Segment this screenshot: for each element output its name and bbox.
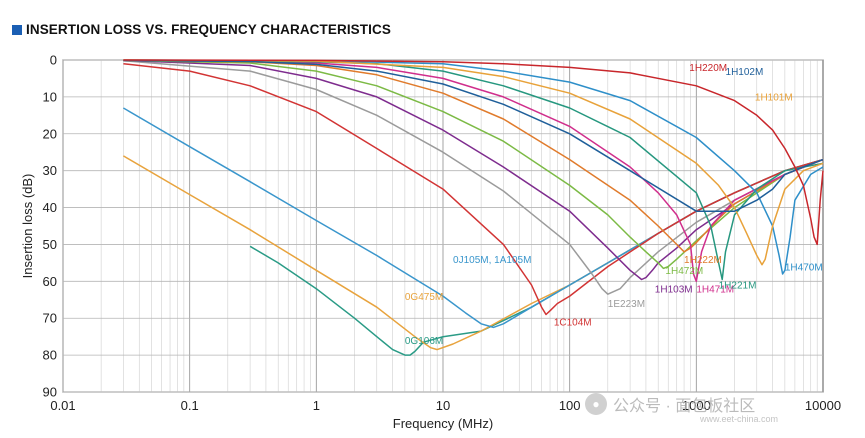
x-tick-label: 1	[313, 398, 320, 413]
series-label: 1H471M	[696, 284, 734, 295]
series-line-1h103m	[123, 59, 824, 281]
x-tick-label: 10000	[805, 398, 841, 413]
series-labels: 0G106M 0G475M 0J105M, 1A105M 1C104M 1E223M 1H…	[405, 63, 823, 347]
x-tick-label: 0.1	[181, 398, 199, 413]
series-label: 1H221M	[719, 281, 757, 292]
y-tick-label: 60	[43, 274, 57, 289]
y-tick-label: 50	[43, 237, 57, 252]
y-tick-label: 20	[43, 126, 57, 141]
series-label: 1H220M	[689, 63, 727, 74]
series-line-1h220m	[123, 59, 824, 246]
series-line-1e223m	[123, 59, 824, 295]
title-square-icon	[12, 24, 22, 35]
series-label: 1H222M	[684, 255, 722, 266]
y-tick-label: 0	[50, 53, 57, 68]
x-axis-label: Frequency (MHz)	[393, 416, 493, 431]
x-tick-label: 10	[436, 398, 450, 413]
series-line-1h470m	[123, 59, 824, 275]
series-line-1h102m	[123, 59, 824, 212]
series-line-1h221m	[123, 59, 824, 281]
series-label: 0G475M	[405, 292, 443, 303]
y-tick-label: 90	[43, 385, 57, 400]
series-label: 0G106M	[405, 336, 443, 347]
chart-title: INSERTION LOSS VS. FREQUENCY CHARACTERIS…	[12, 22, 391, 37]
y-tick-label: 70	[43, 311, 57, 326]
x-tick-label: 100	[559, 398, 581, 413]
watermark-url: www.eet-china.com	[700, 414, 779, 424]
series-label: 1H101M	[755, 93, 793, 104]
y-axis-label: Insertion loss (dB)	[20, 174, 35, 279]
series-line-1h222m	[123, 59, 824, 253]
series-group	[123, 59, 824, 356]
y-tick-label: 10	[43, 89, 57, 104]
series-label: 1C104M	[554, 318, 592, 329]
y-tick-label: 80	[43, 348, 57, 363]
series-line-1h471m	[123, 59, 824, 283]
y-tick-label: 30	[43, 163, 57, 178]
wechat-icon: ●	[585, 393, 607, 415]
watermark-text: 公众号 · 面包板社区	[613, 398, 756, 415]
series-label: 1H470M	[785, 262, 823, 273]
series-label: 0J105M, 1A105M	[453, 255, 531, 266]
x-tick-label: 1000	[682, 398, 711, 413]
y-tick-label: 40	[43, 200, 57, 215]
tick-labels: 0.01 0.1 1 10 100 1000 10000 0 10 20 30 40 50 60 70 80 9…	[43, 53, 842, 414]
series-label: 1H472M	[665, 266, 703, 277]
chart-title-text: INSERTION LOSS VS. FREQUENCY CHARACTERIS…	[26, 22, 391, 37]
series-label: 1E223M	[608, 299, 645, 310]
series-label: 1H103M	[655, 284, 693, 295]
x-tick-label: 0.01	[50, 398, 75, 413]
watermark: ● 公众号 · 面包板社区	[585, 392, 755, 416]
series-label: 1H102M	[726, 67, 764, 78]
series-line-1h101m	[123, 59, 824, 266]
